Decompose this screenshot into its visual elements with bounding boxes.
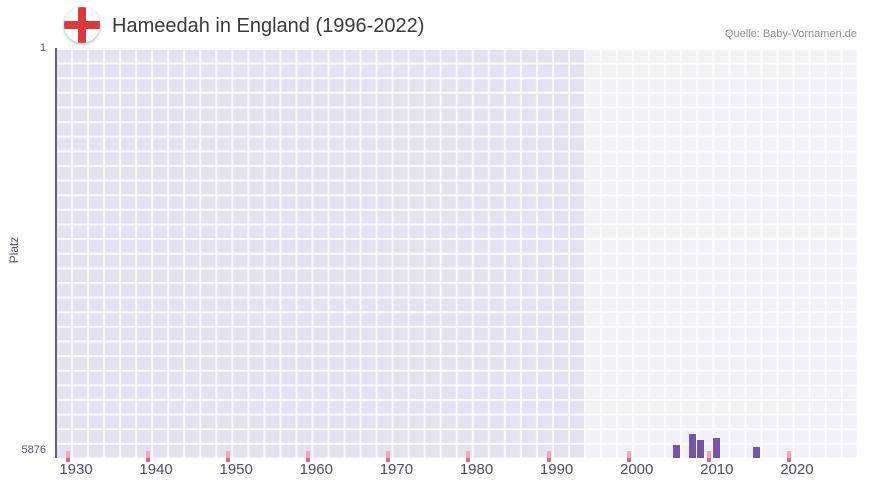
england-flag-icon bbox=[64, 7, 100, 43]
decade-tick-mark-1959 bbox=[306, 451, 311, 462]
x-tick-label-1980: 1980 bbox=[459, 461, 494, 478]
x-axis-tick-labels: 1930 1940 1950 1960 1970 1980 1990 2000 2010 2020 bbox=[55, 461, 857, 481]
chart-title: Hameedah in England (1996-2022) bbox=[112, 15, 425, 37]
decade-tick-mark-1979 bbox=[466, 451, 471, 462]
source-attribution: Quelle: Baby-Vornamen.de bbox=[724, 28, 857, 40]
decade-tick-mark-1969 bbox=[386, 451, 391, 462]
x-tick-label-1930: 1930 bbox=[59, 461, 93, 478]
x-tick-label-2010: 2010 bbox=[700, 461, 734, 478]
y-axis-line bbox=[55, 48, 57, 458]
decade-tick-mark-1939 bbox=[146, 451, 151, 462]
decade-tick-mark-1989 bbox=[546, 451, 551, 462]
decade-tick-mark-2019 bbox=[786, 451, 791, 462]
highlight-region bbox=[584, 48, 857, 458]
rank-bar-2008 bbox=[697, 440, 705, 458]
y-axis-label: Platz bbox=[7, 236, 21, 264]
decade-tick-mark-1999 bbox=[626, 451, 631, 462]
decade-tick-mark-1949 bbox=[226, 451, 231, 462]
rank-bar-2007 bbox=[689, 433, 697, 458]
rank-bar-2005 bbox=[673, 445, 681, 458]
x-tick-label-1990: 1990 bbox=[539, 461, 574, 478]
plot-area bbox=[55, 48, 857, 462]
x-tick-label-1950: 1950 bbox=[219, 461, 253, 478]
rank-bar-2015 bbox=[753, 447, 761, 458]
y-tick-best: 1 bbox=[39, 42, 46, 54]
rank-bar-2010 bbox=[713, 438, 721, 458]
flag-cross-horizontal bbox=[64, 21, 100, 29]
y-tick-worst: 5876 bbox=[21, 444, 46, 456]
x-tick-label-1960: 1960 bbox=[299, 461, 333, 478]
decade-tick-mark-1929 bbox=[65, 451, 70, 462]
x-tick-label-1940: 1940 bbox=[139, 461, 173, 478]
x-tick-label-2020: 2020 bbox=[780, 461, 814, 478]
decade-tick-mark-2009 bbox=[706, 451, 711, 462]
x-tick-label-2000: 2000 bbox=[620, 461, 654, 478]
x-tick-label-1970: 1970 bbox=[379, 461, 414, 478]
